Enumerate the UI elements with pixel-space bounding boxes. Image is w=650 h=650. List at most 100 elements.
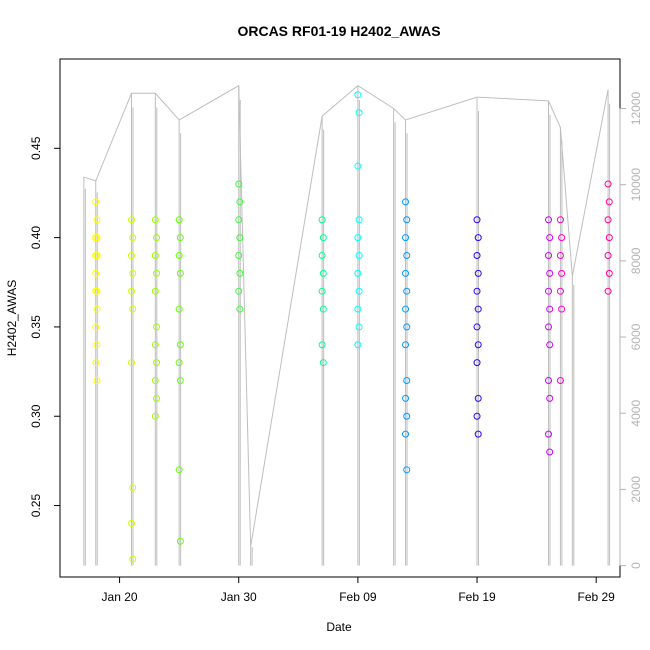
data-point bbox=[129, 484, 137, 492]
data-point bbox=[402, 234, 410, 242]
y-tick-label: 0.30 bbox=[29, 404, 43, 428]
data-point bbox=[354, 91, 362, 99]
y2-tick-label: 2000 bbox=[629, 476, 643, 503]
data-point bbox=[545, 287, 553, 295]
data-point bbox=[129, 555, 137, 563]
plot-frame bbox=[59, 58, 621, 578]
data-point bbox=[474, 234, 482, 242]
data-point bbox=[235, 180, 243, 188]
data-point bbox=[474, 341, 482, 349]
data-point bbox=[129, 234, 137, 242]
data-point bbox=[236, 269, 244, 277]
data-point bbox=[545, 216, 553, 224]
y2-tick-label: 8000 bbox=[629, 247, 643, 274]
data-point bbox=[545, 251, 553, 259]
data-point bbox=[355, 287, 363, 295]
data-point bbox=[558, 269, 566, 277]
x-tick-label: Jan 20 bbox=[102, 590, 138, 604]
data-point bbox=[319, 234, 327, 242]
data-point bbox=[355, 251, 363, 259]
data-point bbox=[92, 198, 100, 206]
y-tick-label: 0.35 bbox=[29, 315, 43, 339]
data-point bbox=[604, 287, 612, 295]
chart-title: ORCAS RF01-19 H2402_AWAS bbox=[237, 23, 440, 39]
data-point bbox=[235, 251, 243, 259]
data-point bbox=[319, 269, 327, 277]
y2-tick-label: 4000 bbox=[629, 400, 643, 427]
y-axis-right: 0 2000 4000 6000 8000 10000 12000 bbox=[619, 92, 643, 569]
data-point bbox=[402, 394, 410, 402]
data-point bbox=[93, 234, 101, 242]
data-point bbox=[153, 323, 161, 331]
data-point bbox=[402, 198, 410, 206]
data-point bbox=[605, 269, 613, 277]
y-axis-label: H2402_AWAS bbox=[5, 280, 19, 356]
data-point bbox=[403, 466, 411, 474]
data-point bbox=[235, 216, 243, 224]
data-point bbox=[474, 430, 482, 438]
data-point bbox=[604, 216, 612, 224]
data-point bbox=[474, 305, 482, 313]
data-point bbox=[473, 287, 481, 295]
data-point bbox=[402, 430, 410, 438]
data-point bbox=[354, 341, 362, 349]
data-point bbox=[355, 109, 363, 117]
data-point bbox=[176, 234, 184, 242]
data-point bbox=[236, 305, 244, 313]
data-point bbox=[151, 412, 159, 420]
data-point bbox=[175, 466, 183, 474]
data-point bbox=[92, 323, 100, 331]
data-point bbox=[354, 162, 362, 170]
x-tick-label: Feb 29 bbox=[577, 590, 615, 604]
data-point bbox=[319, 359, 327, 367]
data-point bbox=[175, 359, 183, 367]
data-point bbox=[151, 216, 159, 224]
y-tick-label: 0.25 bbox=[29, 494, 43, 518]
data-point bbox=[558, 305, 566, 313]
data-point bbox=[474, 394, 482, 402]
data-point bbox=[93, 377, 101, 385]
data-point bbox=[556, 216, 564, 224]
data-point bbox=[403, 377, 411, 385]
data-point bbox=[318, 251, 326, 259]
data-point bbox=[153, 359, 161, 367]
altitude-trace-line bbox=[83, 84, 609, 547]
y-tick-label: 0.40 bbox=[29, 226, 43, 250]
data-point bbox=[605, 234, 613, 242]
data-point bbox=[93, 251, 101, 259]
data-point bbox=[129, 305, 137, 313]
data-point bbox=[402, 341, 410, 349]
data-point bbox=[402, 305, 410, 313]
x-axis: Jan 20 Jan 30 Feb 09 Feb 19 Feb 29 bbox=[102, 576, 615, 604]
data-point bbox=[558, 234, 566, 242]
x-axis-label: Date bbox=[326, 620, 352, 634]
data-point bbox=[318, 287, 326, 295]
y2-tick-label: 0 bbox=[629, 562, 643, 569]
data-point bbox=[403, 287, 411, 295]
data-point bbox=[93, 305, 101, 313]
altitude-trace-layer bbox=[83, 84, 611, 566]
data-point bbox=[546, 305, 554, 313]
data-point bbox=[93, 216, 101, 224]
data-point bbox=[92, 359, 100, 367]
data-point bbox=[151, 287, 159, 295]
data-point bbox=[318, 216, 326, 224]
data-point bbox=[546, 234, 554, 242]
data-point bbox=[127, 359, 135, 367]
data-point bbox=[403, 216, 411, 224]
data-point bbox=[153, 269, 161, 277]
data-point bbox=[176, 269, 184, 277]
data-point bbox=[318, 341, 326, 349]
data-point bbox=[127, 519, 135, 527]
data-point bbox=[473, 412, 481, 420]
data-point bbox=[355, 216, 363, 224]
data-point bbox=[546, 394, 554, 402]
data-point bbox=[604, 180, 612, 188]
data-point bbox=[236, 198, 244, 206]
data-point bbox=[129, 269, 137, 277]
data-point bbox=[354, 269, 362, 277]
data-point bbox=[473, 359, 481, 367]
data-point bbox=[473, 251, 481, 259]
data-point bbox=[556, 251, 564, 259]
